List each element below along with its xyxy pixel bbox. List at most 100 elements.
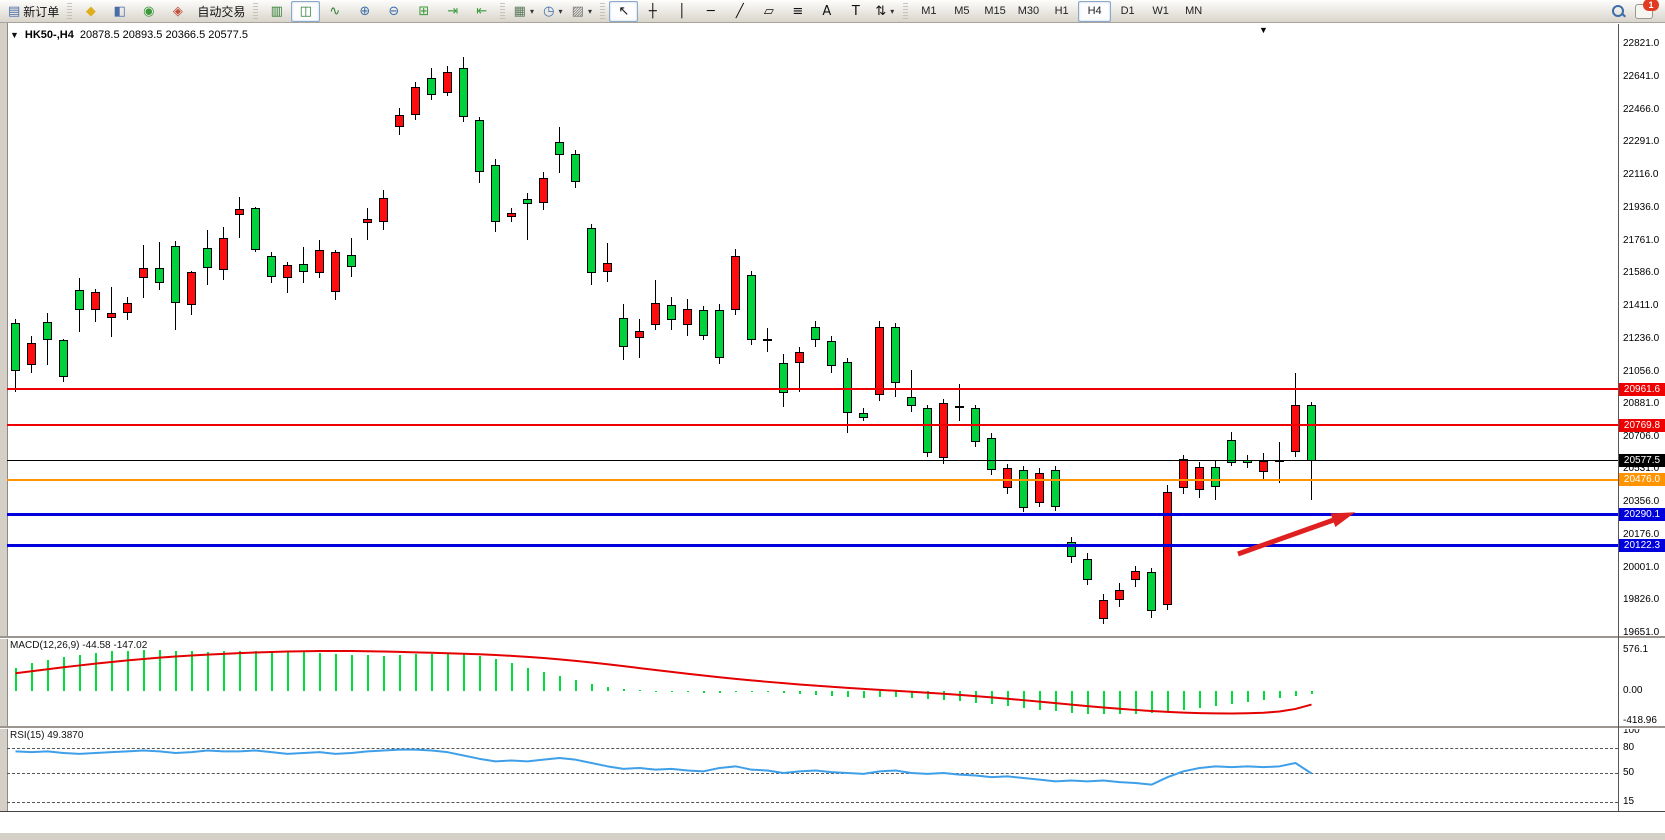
macd-histogram-bar: [654, 691, 657, 692]
macd-histogram-bar: [1166, 691, 1169, 713]
candle-wick: [111, 286, 112, 337]
price-axis-tick: 21761.0: [1623, 234, 1660, 246]
candle: [299, 263, 308, 272]
macd-histogram-bar: [254, 650, 257, 691]
timeframe-button-d1[interactable]: D1: [1120, 5, 1135, 17]
timeframe-button-h1[interactable]: H1: [1054, 5, 1069, 17]
zoom-out-button[interactable]: ⊖: [379, 1, 408, 22]
macd-histogram-bar: [446, 653, 449, 691]
label-button[interactable]: T: [841, 1, 870, 22]
macd-histogram-bar: [606, 686, 609, 691]
price-level-line[interactable]: [7, 512, 1618, 516]
candle: [123, 303, 132, 313]
candlestick-chart-button[interactable]: ◫: [291, 0, 321, 22]
zoom-in-icon: ⊕: [359, 3, 371, 19]
timeframe-button-w1[interactable]: W1: [1152, 5, 1169, 17]
auto-scroll-button[interactable]: ⇥: [438, 1, 467, 22]
horizontal-line-button[interactable]: ─: [696, 1, 725, 22]
new-order-button[interactable]: ▤ 新订单: [8, 3, 60, 19]
candle: [267, 256, 276, 277]
arrows-button[interactable]: ⇅ ▾: [870, 1, 899, 22]
candle: [347, 255, 356, 268]
fibonacci-icon: ≡: [792, 3, 804, 19]
candle: [155, 268, 164, 283]
market-watch-button[interactable]: ◆: [76, 1, 105, 22]
price-level-line[interactable]: [7, 388, 1618, 391]
zoom-out-icon: ⊖: [388, 3, 400, 19]
candle: [507, 213, 516, 217]
autotrading-button[interactable]: ◈: [163, 1, 192, 22]
macd-histogram-bar: [974, 691, 977, 703]
rsi-level-line: [7, 802, 1618, 804]
data-window-button[interactable]: ◧: [105, 1, 134, 22]
price-level-line[interactable]: [7, 424, 1618, 427]
trendline-button[interactable]: ╱: [725, 1, 754, 22]
macd-histogram-bar: [14, 668, 17, 691]
dropdown-caret-icon: ▾: [587, 6, 592, 16]
bar-chart-button[interactable]: ▥: [262, 1, 291, 22]
candle: [107, 312, 116, 318]
tile-windows-button[interactable]: ⊞: [409, 1, 438, 22]
candle: [315, 250, 324, 274]
candle: [891, 326, 900, 384]
chart-shift-marker[interactable]: ▼: [1259, 25, 1268, 35]
price-level-line[interactable]: [7, 478, 1618, 481]
toolbar-grip: [600, 3, 606, 19]
timeframe-button-mn[interactable]: MN: [1185, 5, 1203, 17]
search-icon[interactable]: [1611, 4, 1626, 18]
candle: [171, 245, 180, 303]
candle: [859, 413, 868, 418]
candle: [1115, 589, 1124, 600]
toolbar-grip: [67, 3, 73, 19]
price-axis-tick: 19826.0: [1623, 594, 1660, 606]
channel-button[interactable]: ▱: [754, 1, 783, 22]
text-button[interactable]: A: [812, 1, 841, 22]
notifications-icon[interactable]: 1: [1635, 0, 1659, 19]
horizontal-line-icon: ─: [706, 3, 715, 19]
line-chart-button[interactable]: ∿: [320, 1, 349, 22]
chart-window[interactable]: [0, 23, 1665, 833]
price-axis-border: [1618, 24, 1619, 811]
time-axis[interactable]: [0, 811, 1665, 834]
cursor-button[interactable]: ↖: [609, 0, 639, 22]
candle: [27, 342, 36, 365]
period-button[interactable]: ◷ ▾: [538, 1, 567, 22]
autotrading-button[interactable]: 自动交易: [197, 4, 246, 19]
one-click-trading-toggle[interactable]: ▼: [10, 30, 19, 40]
price-level-line[interactable]: [7, 460, 1618, 462]
macd-histogram-bar: [1294, 691, 1297, 697]
timeframe-button-m5[interactable]: M5: [954, 5, 970, 17]
navigator-button[interactable]: ◉: [134, 1, 163, 22]
candle: [331, 252, 340, 293]
macd-histogram-bar: [798, 691, 801, 694]
vertical-line-button[interactable]: │: [667, 1, 696, 22]
timeframe-button-m1[interactable]: M1: [921, 5, 937, 17]
macd-histogram-bar: [846, 691, 849, 698]
candle: [987, 438, 996, 471]
macd-histogram-bar: [142, 649, 145, 691]
candle-wick: [159, 242, 160, 290]
macd-histogram-bar: [1134, 691, 1137, 715]
template-button[interactable]: ▨ ▾: [567, 1, 596, 22]
candle: [827, 340, 836, 366]
macd-axis-tick: 0.00: [1623, 685, 1643, 696]
new-chart-button[interactable]: ▦ ▾: [509, 1, 538, 22]
macd-histogram-bar: [286, 651, 289, 691]
price-axis-tick: 21586.0: [1623, 267, 1660, 279]
crosshair-button[interactable]: ┼: [638, 1, 667, 22]
candle: [651, 303, 660, 325]
macd-histogram-bar: [206, 651, 209, 691]
price-level-line[interactable]: [7, 543, 1618, 547]
chart-shift-button[interactable]: ⇤: [467, 1, 496, 22]
rsi-axis-tick: 80: [1623, 742, 1635, 753]
timeframe-button-m15[interactable]: M15: [984, 5, 1006, 17]
zoom-in-button[interactable]: ⊕: [350, 1, 379, 22]
timeframe-button-h4[interactable]: H4: [1078, 0, 1112, 22]
macd-axis-tick: 576.1: [1623, 643, 1649, 655]
fibonacci-button[interactable]: ≡: [783, 1, 812, 22]
candle: [1163, 491, 1172, 605]
timeframe-button-m30[interactable]: M30: [1017, 5, 1040, 17]
candle-wick: [639, 318, 640, 358]
period-icon: ◷: [543, 3, 555, 19]
candle: [811, 326, 820, 340]
